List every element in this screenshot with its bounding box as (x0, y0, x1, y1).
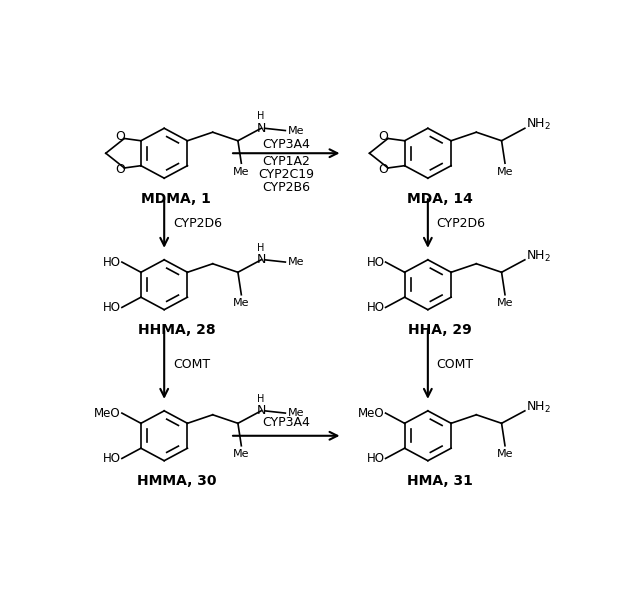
Text: HO: HO (367, 301, 384, 314)
Text: MeO: MeO (358, 406, 384, 419)
Text: HO: HO (367, 452, 384, 465)
Text: H: H (256, 393, 264, 403)
Text: O: O (379, 130, 389, 143)
Text: CYP2D6: CYP2D6 (173, 217, 222, 230)
Text: HMMA, 30: HMMA, 30 (137, 474, 216, 488)
Text: CYP2B6: CYP2B6 (262, 181, 310, 194)
Text: O: O (379, 163, 389, 176)
Text: Me: Me (233, 167, 249, 177)
Text: COMT: COMT (437, 358, 474, 371)
Text: HO: HO (103, 301, 121, 314)
Text: COMT: COMT (173, 358, 210, 371)
Text: Me: Me (233, 299, 249, 309)
Text: H: H (256, 111, 264, 121)
Text: Me: Me (288, 408, 304, 418)
Text: O: O (115, 163, 125, 176)
Text: CYP2D6: CYP2D6 (437, 217, 486, 230)
Text: HO: HO (103, 452, 121, 465)
Text: Me: Me (496, 449, 513, 459)
Text: NH$_2$: NH$_2$ (526, 249, 551, 264)
Text: HO: HO (103, 256, 121, 269)
Text: N: N (256, 122, 266, 135)
Text: N: N (256, 404, 266, 418)
Text: O: O (115, 130, 125, 143)
Text: HHMA, 28: HHMA, 28 (137, 323, 215, 337)
Text: MDMA, 1: MDMA, 1 (142, 192, 211, 206)
Text: CYP1A2: CYP1A2 (262, 155, 310, 168)
Text: Me: Me (496, 167, 513, 177)
Text: CYP3A4: CYP3A4 (262, 138, 310, 151)
Text: NH$_2$: NH$_2$ (526, 400, 551, 415)
Text: NH$_2$: NH$_2$ (526, 117, 551, 132)
Text: HO: HO (367, 256, 384, 269)
Text: Me: Me (288, 257, 304, 267)
Text: HMA, 31: HMA, 31 (407, 474, 473, 488)
Text: Me: Me (288, 125, 304, 135)
Text: CYP2C19: CYP2C19 (258, 168, 314, 181)
Text: HHA, 29: HHA, 29 (408, 323, 472, 337)
Text: MeO: MeO (94, 406, 121, 419)
Text: MDA, 14: MDA, 14 (407, 192, 473, 206)
Text: N: N (256, 253, 266, 266)
Text: Me: Me (233, 449, 249, 459)
Text: H: H (256, 243, 264, 253)
Text: CYP3A4: CYP3A4 (262, 416, 310, 429)
Text: Me: Me (496, 299, 513, 309)
